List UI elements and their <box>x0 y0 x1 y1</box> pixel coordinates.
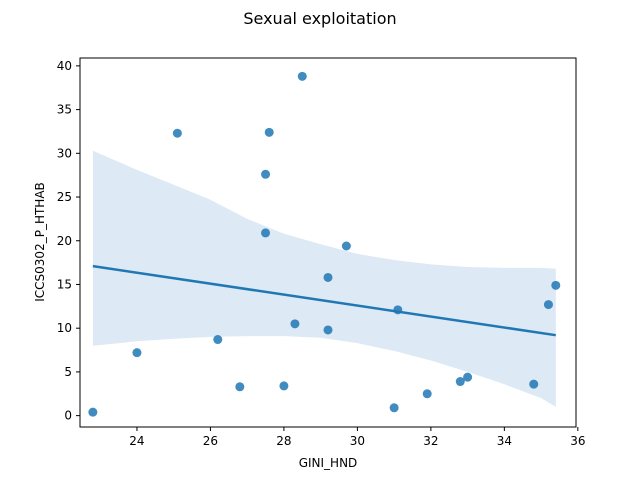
data-point <box>323 325 333 335</box>
y-tick-label: 5 <box>64 365 72 379</box>
data-point <box>213 335 223 345</box>
x-tick-label: 28 <box>276 434 291 448</box>
data-point <box>132 348 142 358</box>
y-tick-label: 0 <box>64 409 72 423</box>
data-point <box>529 379 539 389</box>
data-point <box>422 389 432 399</box>
x-tick-label: 32 <box>423 434 438 448</box>
y-tick-label: 30 <box>57 146 72 160</box>
y-axis: 0 5 10 15 20 25 30 35 40 <box>57 59 80 423</box>
plot-area <box>88 71 561 417</box>
data-point <box>323 272 333 282</box>
x-tick-label: 34 <box>497 434 512 448</box>
data-point <box>290 319 300 329</box>
y-tick-label: 10 <box>57 321 72 335</box>
x-tick-label: 30 <box>350 434 365 448</box>
data-point <box>172 128 182 138</box>
y-tick-label: 15 <box>57 277 72 291</box>
y-axis-label: ICCS0302_P_HTHAB <box>33 182 47 302</box>
data-point <box>455 377 465 387</box>
x-tick-label: 36 <box>570 434 585 448</box>
data-point <box>279 381 289 391</box>
x-tick-label: 26 <box>203 434 218 448</box>
y-tick-label: 25 <box>57 190 72 204</box>
data-point <box>297 71 307 81</box>
chart-title: Sexual exploitation <box>243 9 396 28</box>
y-tick-label: 20 <box>57 234 72 248</box>
data-point <box>341 241 351 251</box>
data-point <box>264 127 274 137</box>
data-point <box>551 280 561 290</box>
data-point <box>261 228 271 238</box>
y-tick-label: 35 <box>57 103 72 117</box>
data-point <box>88 407 98 417</box>
data-point <box>235 382 245 392</box>
regression-line <box>92 264 556 337</box>
x-axis-label: GINI_HND <box>299 456 358 470</box>
data-point <box>463 372 473 382</box>
data-point <box>393 305 403 315</box>
x-tick-label: 24 <box>129 434 144 448</box>
axes-frame <box>79 57 577 428</box>
x-axis: 24 26 28 30 32 34 36 <box>129 427 585 448</box>
data-point <box>543 300 553 310</box>
y-tick-label: 40 <box>57 59 72 73</box>
data-point <box>261 169 271 179</box>
data-point <box>389 403 399 413</box>
